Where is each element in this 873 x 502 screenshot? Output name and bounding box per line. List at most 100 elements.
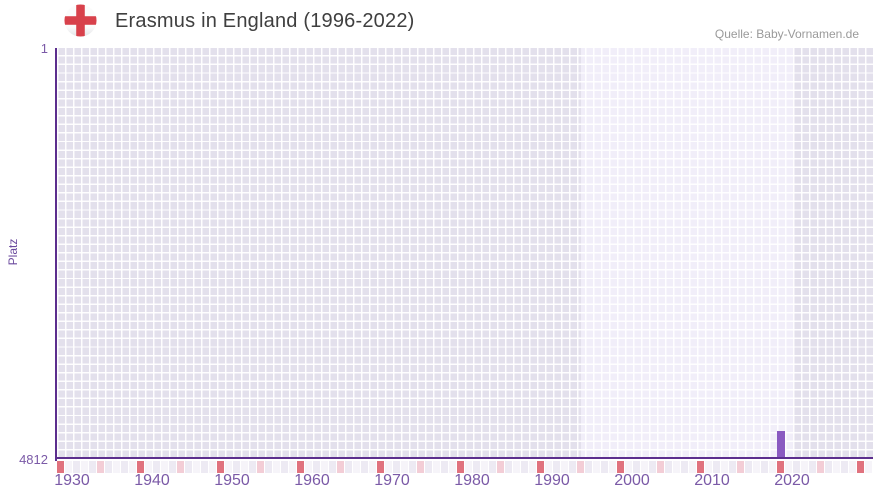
year-cell xyxy=(609,461,617,473)
year-cell xyxy=(625,461,633,473)
year-cell xyxy=(169,461,177,473)
year-cell xyxy=(145,461,153,473)
year-cell xyxy=(185,461,193,473)
year-cell xyxy=(409,461,417,473)
year-cell xyxy=(761,461,769,473)
year-cell xyxy=(393,461,401,473)
x-tick-label: 2020 xyxy=(774,472,810,489)
year-cell xyxy=(201,461,209,473)
year-cell xyxy=(321,461,329,473)
x-tick-label: 1970 xyxy=(374,472,410,489)
x-tick-label: 2000 xyxy=(614,472,650,489)
x-tick-label: 2010 xyxy=(694,472,730,489)
year-cell xyxy=(465,461,473,473)
year-cell xyxy=(89,461,97,473)
year-cell xyxy=(825,461,833,473)
england-flag-icon xyxy=(64,4,97,37)
y-tick-label-bottom: 4812 xyxy=(19,452,48,467)
year-cell xyxy=(569,461,577,473)
rank-bar[interactable] xyxy=(777,430,785,459)
year-cell xyxy=(401,461,409,473)
year-cell xyxy=(65,461,73,473)
year-cell xyxy=(257,461,265,473)
year-cell xyxy=(105,461,113,473)
year-cell xyxy=(97,461,105,473)
year-cell xyxy=(193,461,201,473)
year-cell xyxy=(793,461,801,473)
year-cell xyxy=(233,461,241,473)
year-cell xyxy=(473,461,481,473)
decade-marker-cell xyxy=(297,461,305,473)
year-cell xyxy=(833,461,841,473)
year-cell xyxy=(545,461,553,473)
year-cell xyxy=(385,461,393,473)
year-cell xyxy=(585,461,593,473)
year-cell xyxy=(641,461,649,473)
year-cell xyxy=(177,461,185,473)
year-cell xyxy=(553,461,561,473)
x-tick-label: 1930 xyxy=(54,472,90,489)
x-tick-label: 1940 xyxy=(134,472,170,489)
plot-area xyxy=(57,48,873,459)
decade-marker-cell xyxy=(377,461,385,473)
x-axis-line xyxy=(55,457,873,459)
decade-marker-cell xyxy=(777,461,785,473)
year-cell xyxy=(361,461,369,473)
x-tick-labels: 1930 1940 1950 1960 1970 1980 1990 2000 2010 2020 xyxy=(0,472,873,496)
year-cell xyxy=(489,461,497,473)
year-marker-strip xyxy=(57,461,873,473)
year-cell xyxy=(681,461,689,473)
year-cell xyxy=(521,461,529,473)
year-cell xyxy=(417,461,425,473)
year-cell xyxy=(737,461,745,473)
year-cell xyxy=(129,461,137,473)
year-cell xyxy=(577,461,585,473)
year-cell xyxy=(769,461,777,473)
year-cell xyxy=(817,461,825,473)
decade-marker-cell xyxy=(57,461,65,473)
decade-marker-cell xyxy=(457,461,465,473)
year-cell xyxy=(305,461,313,473)
year-cell xyxy=(265,461,273,473)
year-cell xyxy=(561,461,569,473)
x-tick-label: 1990 xyxy=(534,472,570,489)
grid-lines xyxy=(57,48,873,459)
year-cell xyxy=(249,461,257,473)
year-cell xyxy=(841,461,849,473)
year-cell xyxy=(721,461,729,473)
year-cell xyxy=(121,461,129,473)
year-cell xyxy=(633,461,641,473)
year-cell xyxy=(161,461,169,473)
year-cell xyxy=(785,461,793,473)
y-axis-title: Platz xyxy=(6,238,20,266)
year-cell xyxy=(113,461,121,473)
year-cell xyxy=(433,461,441,473)
year-cell xyxy=(353,461,361,473)
year-cell xyxy=(809,461,817,473)
year-cell xyxy=(705,461,713,473)
year-cell xyxy=(73,461,81,473)
year-cell xyxy=(593,461,601,473)
year-cell xyxy=(505,461,513,473)
year-cell xyxy=(601,461,609,473)
year-cell xyxy=(649,461,657,473)
year-cell xyxy=(329,461,337,473)
y-tick-label-top: 1 xyxy=(40,41,48,56)
year-cell xyxy=(665,461,673,473)
year-cell xyxy=(81,461,89,473)
year-cell xyxy=(281,461,289,473)
year-cell xyxy=(729,461,737,473)
year-cell xyxy=(425,461,433,473)
page-title: Erasmus in England (1996-2022) xyxy=(115,10,415,32)
year-cell xyxy=(209,461,217,473)
year-cell xyxy=(449,461,457,473)
year-cell xyxy=(273,461,281,473)
source-attribution: Quelle: Baby-Vornamen.de xyxy=(714,27,859,41)
x-tick-label: 1960 xyxy=(294,472,330,489)
x-tick-label: 1980 xyxy=(454,472,490,489)
year-cell xyxy=(337,461,345,473)
year-cell xyxy=(801,461,809,473)
year-cell xyxy=(673,461,681,473)
y-axis-line xyxy=(55,48,57,461)
